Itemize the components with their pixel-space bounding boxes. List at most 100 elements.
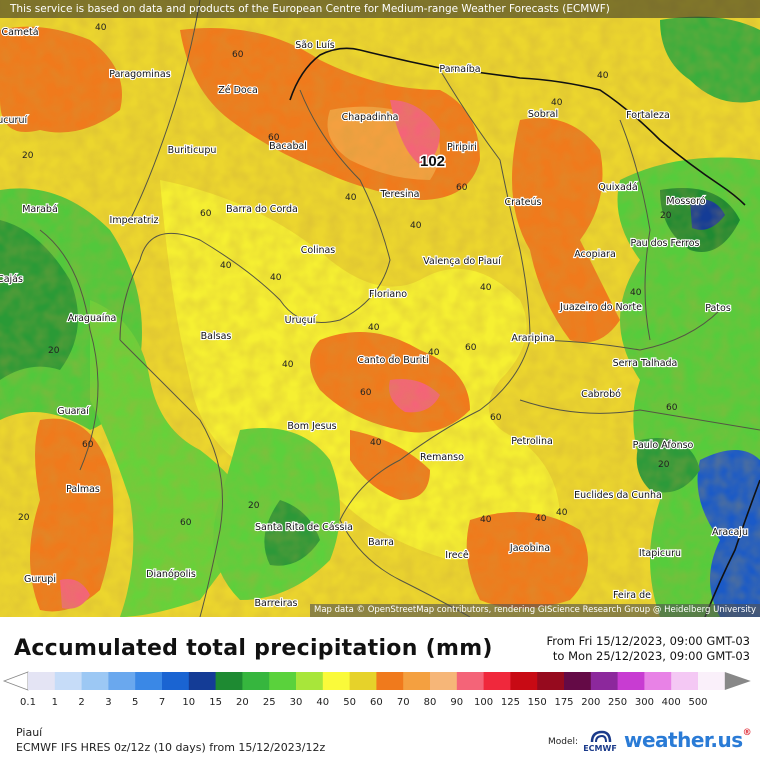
contour-label: 40	[556, 508, 568, 518]
scale-label: 40	[316, 697, 329, 708]
city-label: Santa Rita de Cássia	[255, 522, 353, 533]
city-label: Chapadinha	[342, 112, 399, 123]
scale-swatch	[81, 672, 109, 690]
scale-swatch	[135, 672, 163, 690]
city-label: Palmas	[66, 484, 100, 495]
city-label: Araguaína	[68, 313, 117, 324]
contour-label: 60	[200, 209, 212, 219]
contour-label: 20	[658, 460, 670, 470]
contour-label: 60	[490, 413, 502, 423]
city-label: Uruçuí	[285, 315, 316, 326]
contour-label: 60	[268, 133, 280, 143]
city-label: Petrolina	[511, 436, 553, 447]
contour-label: 40	[480, 283, 492, 293]
scale-swatch	[537, 672, 565, 690]
scale-swatch	[617, 672, 645, 690]
scale-label: 300	[635, 697, 654, 708]
scale-swatch	[54, 672, 83, 690]
contour-label: 40	[428, 348, 440, 358]
contour-label: 40	[480, 515, 492, 525]
city-label: Piripiri	[447, 142, 477, 153]
scale-swatch	[403, 672, 431, 690]
scale-label: 90	[450, 697, 463, 708]
city-label: Balsas	[201, 331, 232, 342]
weather-us-logo[interactable]: weather.us®	[624, 728, 752, 752]
scale-label: 10	[182, 697, 195, 708]
city-label: Parnaíba	[439, 64, 480, 75]
scale-swatch	[28, 672, 56, 690]
city-label: Colinas	[301, 245, 336, 256]
scale-label: 3	[105, 697, 111, 708]
ecmwf-logo-text: ECMWF	[583, 744, 617, 753]
period-from: From Fri 15/12/2023, 09:00 GMT-03	[546, 634, 750, 648]
coastline	[289, 47, 746, 206]
scale-label: 70	[397, 697, 410, 708]
contour-label: 60	[465, 343, 477, 353]
scale-swatch	[590, 672, 619, 690]
city-label: Cabrobó	[581, 389, 621, 400]
contour-label: 60	[666, 403, 678, 413]
scale-swatch	[644, 672, 672, 690]
map-attribution: Map data © OpenStreetMap contributors, r…	[310, 604, 760, 617]
forecast-period: From Fri 15/12/2023, 09:00 GMT-03 to Mon…	[547, 634, 750, 664]
scale-label: 60	[370, 697, 383, 708]
city-label: Euclides da Cunha	[574, 490, 662, 501]
scale-label: 250	[608, 697, 627, 708]
contour-label: 20	[18, 513, 30, 523]
scale-label: 200	[581, 697, 600, 708]
city-label: Bacabal	[269, 141, 307, 152]
contour-label: 40	[597, 71, 609, 81]
scale-swatch	[215, 672, 243, 690]
scale-label: 7	[159, 697, 165, 708]
city-label: Aracaju	[712, 527, 748, 538]
city-label: Araripina	[511, 333, 554, 344]
city-label: Pau dos Ferros	[631, 238, 700, 249]
city-label: Feira de	[613, 590, 651, 601]
scale-arrow-left-icon	[2, 671, 29, 691]
precipitation-map[interactable]: São Luís Parnaíba Fortaleza Paragominas Zé D…	[0, 0, 760, 617]
contour-label: 60	[232, 50, 244, 60]
scale-label: 150	[528, 697, 547, 708]
scale-label: 400	[662, 697, 681, 708]
scale-swatch	[242, 672, 270, 690]
model-label: Model:	[548, 737, 579, 747]
city-label: Gurupi	[24, 574, 56, 585]
contour-label: 40	[95, 23, 107, 33]
scale-swatch	[296, 672, 324, 690]
scale-label: 5	[132, 697, 138, 708]
city-label: Barra do Corda	[226, 204, 298, 215]
coastline-east	[704, 479, 760, 617]
contour-label: 60	[82, 440, 94, 450]
city-label: São Luís	[295, 40, 334, 51]
state-border	[529, 309, 721, 351]
scale-swatch	[483, 672, 511, 690]
scale-label: 175	[554, 697, 573, 708]
scale-arrow-right-icon	[724, 672, 751, 690]
city-label: Cajás	[0, 274, 23, 285]
state-border	[129, 0, 201, 221]
city-label: Sobral	[528, 109, 558, 120]
brand-sup: ®	[742, 728, 752, 738]
contour-label: 20	[248, 501, 260, 511]
scale-swatch	[322, 672, 351, 690]
ecmwf-notice-banner: This service is based on data and produc…	[0, 0, 760, 18]
brand-name: weather.us	[624, 728, 743, 752]
scale-swatch	[698, 672, 726, 690]
contour-label: 40	[410, 221, 422, 231]
city-label: Irecê	[445, 550, 469, 561]
scale-swatch	[188, 672, 217, 690]
city-label: Floriano	[369, 289, 407, 300]
city-label: Crateús	[505, 197, 542, 208]
scale-label: 100	[474, 697, 493, 708]
city-label: Paragominas	[109, 69, 170, 80]
contour-label: 60	[456, 183, 468, 193]
scale-swatch	[108, 672, 136, 690]
scale-swatch	[430, 672, 458, 690]
city-label: Serra Talhada	[613, 358, 678, 369]
scale-swatch	[510, 672, 538, 690]
contour-label: 40	[282, 360, 294, 370]
contour-labels: 40 60 20 40 60 40 40 60 20 40 60 40 40 20 60 40 40 60 40 20…	[18, 23, 678, 528]
city-label: Bom Jesus	[287, 421, 336, 432]
contour-label: 60	[360, 388, 372, 398]
scale-label: 500	[688, 697, 707, 708]
